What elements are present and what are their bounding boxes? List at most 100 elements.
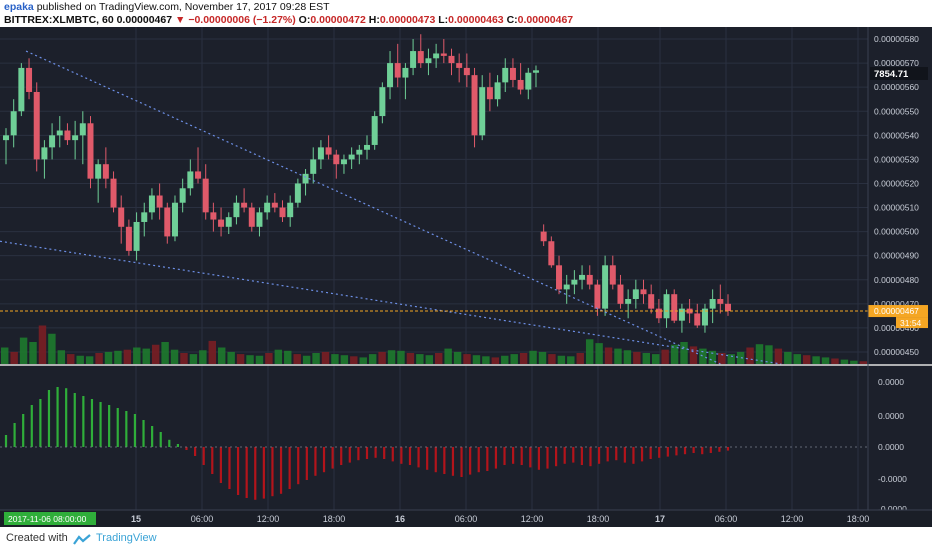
- volume-bar: [359, 357, 367, 364]
- candle-lower: [540, 231, 547, 242]
- price-tick-label: 0.00000560: [874, 82, 919, 92]
- candle: [417, 51, 424, 64]
- volume-bar: [378, 351, 386, 364]
- candle-lower: [640, 289, 647, 295]
- candle-lower: [594, 284, 601, 309]
- candle: [525, 72, 532, 90]
- candle: [164, 207, 171, 237]
- volume-bar: [57, 350, 66, 364]
- volume-bar: [614, 348, 622, 364]
- price-tick-label: 0.00000570: [874, 58, 919, 68]
- volume-bar: [406, 353, 415, 364]
- price-scale-background: [868, 27, 932, 527]
- candle: [517, 79, 524, 90]
- candle: [102, 164, 109, 179]
- candle: [394, 63, 401, 78]
- candle: [18, 67, 25, 112]
- change-value: −0.00000006 (−1.27%): [188, 14, 296, 26]
- volume-bar: [859, 361, 867, 364]
- volume-bar: [491, 357, 500, 364]
- oscillator-tick-label: 0.0000: [878, 411, 904, 421]
- candle: [317, 147, 324, 160]
- candle-lower: [548, 241, 555, 266]
- countdown-label: 31:54: [900, 318, 922, 328]
- candle-lower: [701, 308, 708, 326]
- candle: [87, 123, 94, 179]
- volume-bar: [736, 351, 745, 364]
- time-tick-label: 06:00: [191, 514, 214, 524]
- price-tick-label: 0.00000540: [874, 130, 919, 140]
- candle-lower: [655, 308, 662, 319]
- volume-bar: [576, 353, 584, 364]
- candle: [26, 67, 33, 92]
- high-label: H:: [368, 14, 380, 26]
- secondary-price-label: 7854.71: [874, 69, 909, 80]
- volume-bar: [302, 355, 311, 364]
- volume-bar: [227, 351, 235, 364]
- price-tick-label: 0.00000580: [874, 34, 919, 44]
- price-tick-label: 0.00000480: [874, 275, 919, 285]
- candle: [494, 82, 501, 100]
- candle-lower: [625, 299, 632, 304]
- volume-bar: [812, 356, 820, 364]
- candle: [486, 87, 493, 100]
- candle-lower: [694, 313, 701, 326]
- candle: [364, 144, 370, 150]
- candle: [10, 111, 17, 136]
- volume-bar: [435, 353, 443, 364]
- author-link[interactable]: epaka: [4, 1, 34, 13]
- low-value: 0.00000463: [448, 14, 504, 26]
- volume-bar: [821, 357, 830, 364]
- volume-bar: [689, 346, 698, 364]
- volume-bar: [680, 342, 688, 364]
- chart-area[interactable]: 0.00000580 0.00000570 0.00000560 0.00000550…: [0, 27, 932, 527]
- candle: [64, 130, 71, 141]
- volume-bar: [567, 356, 575, 364]
- volume-bar: [1, 347, 9, 364]
- volume-bar: [29, 342, 37, 364]
- last-price: 0.00000467: [116, 14, 173, 26]
- volume-bar: [718, 353, 726, 364]
- published-text: published on TradingView.com, November 1…: [36, 1, 330, 13]
- candle: [532, 70, 539, 73]
- candle: [333, 154, 340, 165]
- candle: [56, 130, 63, 136]
- volume-bar: [510, 354, 518, 364]
- time-tick-label: 18:00: [847, 514, 870, 524]
- candle: [256, 212, 263, 227]
- volume-bar: [246, 355, 254, 364]
- candle: [402, 67, 409, 78]
- candle: [41, 147, 48, 160]
- candle: [95, 164, 102, 179]
- volume-bar: [784, 351, 792, 364]
- close-value: 0.00000467: [517, 14, 574, 26]
- candle: [340, 159, 347, 165]
- volume-bar: [170, 349, 179, 364]
- price-chart[interactable]: 0.00000580 0.00000570 0.00000560 0.00000550…: [0, 27, 932, 527]
- candle: [379, 87, 386, 117]
- volume-bar: [265, 353, 273, 364]
- chart-header: epaka published on TradingView.com, Nove…: [0, 0, 932, 27]
- oscillator-tick-label: 0.0000: [878, 442, 904, 452]
- volume-bar: [255, 355, 264, 364]
- volume-bar: [416, 354, 424, 364]
- volume-bar: [708, 350, 717, 364]
- tradingview-brand-link[interactable]: TradingView: [96, 532, 157, 544]
- volume-bar: [699, 348, 707, 364]
- candle-lower: [686, 308, 693, 314]
- candle: [264, 202, 271, 213]
- volume-bar: [661, 349, 669, 364]
- volume-bar: [208, 340, 216, 364]
- volume-bar: [293, 354, 301, 364]
- time-tick-label: 17: [655, 514, 665, 524]
- volume-bar: [95, 353, 103, 364]
- volume-bar: [595, 343, 603, 364]
- volume-bar: [529, 350, 537, 364]
- candle: [248, 207, 255, 227]
- open-label: O:: [298, 14, 311, 26]
- volume-bar: [151, 344, 160, 364]
- candle: [218, 219, 225, 227]
- time-tick-label: 16: [395, 514, 405, 524]
- volume-bar: [161, 342, 169, 364]
- time-tick-label: 18:00: [587, 514, 610, 524]
